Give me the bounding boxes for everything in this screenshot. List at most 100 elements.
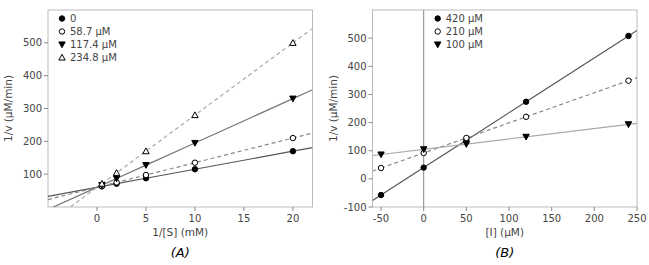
x-tick-label: 5 (143, 213, 149, 224)
y-tick-label: 400 (23, 70, 42, 81)
markers (99, 40, 296, 189)
legend-label: 210 μM (446, 26, 483, 37)
data-point (113, 170, 119, 176)
x-axis-label: [I] (μM) (485, 226, 524, 238)
legend-marker (59, 54, 65, 60)
x-tick-label: 0 (421, 213, 427, 224)
data-point (626, 33, 631, 38)
x-tick (594, 207, 595, 211)
data-point (378, 192, 383, 197)
data-point (192, 160, 197, 165)
x-tick (145, 207, 146, 211)
y-tick-label: 100 (347, 145, 366, 156)
data-point (143, 148, 149, 154)
legend-label: 100 μM (446, 39, 483, 50)
y-tick (44, 108, 48, 109)
data-point (99, 180, 105, 186)
lines (373, 30, 638, 200)
panel: 051015201002003004005001/[S] (mM)1/v (μM… (2, 10, 313, 260)
data-point (290, 135, 295, 140)
data-point (523, 114, 528, 119)
y-tick (369, 207, 373, 208)
plot-frame (373, 10, 638, 207)
legend-marker (59, 29, 64, 34)
plot-area (373, 10, 638, 207)
legend-marker (434, 42, 440, 48)
data-point (463, 142, 469, 148)
data-point (523, 99, 528, 104)
y-tick-label: 300 (347, 89, 366, 100)
legend-label: 0 (70, 13, 76, 24)
x-tick (423, 207, 424, 211)
x-tick-label: -50 (373, 213, 389, 224)
x-tick-label: 250 (627, 213, 646, 224)
y-tick-label: -100 (344, 202, 367, 213)
panel-label: (A) (171, 245, 190, 260)
y-tick-label: 500 (23, 37, 42, 48)
x-tick-label: 200 (585, 213, 604, 224)
y-tick-label: 100 (23, 169, 42, 180)
legend-label: 117.4 μM (70, 39, 117, 50)
data-point (143, 172, 148, 177)
x-axis-label: 1/[S] (mM) (152, 226, 208, 238)
x-tick-label: 0 (94, 213, 100, 224)
x-tick (381, 207, 382, 211)
y-tick-label: 500 (347, 33, 366, 44)
legend-label: 58.7 μM (70, 26, 110, 37)
fit-line (102, 99, 293, 185)
x-tick (551, 207, 552, 211)
fit-line (102, 43, 293, 184)
data-point (420, 147, 426, 153)
data-point (113, 176, 119, 182)
data-point (290, 40, 296, 46)
x-tick-label: 50 (460, 213, 473, 224)
x-tick-label: 150 (542, 213, 561, 224)
x-tick-label: 20 (287, 213, 300, 224)
y-tick (44, 141, 48, 142)
y-tick (369, 66, 373, 67)
data-point (625, 122, 631, 128)
y-tick-label: 0 (360, 173, 366, 184)
legend-label: 234.8 μM (70, 52, 117, 63)
x-tick-label: 15 (238, 213, 251, 224)
y-tick (369, 150, 373, 151)
y-tick-label: 200 (347, 117, 366, 128)
data-point (464, 135, 469, 140)
data-point (626, 78, 631, 83)
lines (48, 28, 313, 207)
legend-marker (59, 42, 65, 48)
x-tick-label: 100 (499, 213, 518, 224)
data-point (378, 165, 383, 170)
y-tick (44, 42, 48, 43)
fit-line (381, 124, 628, 154)
data-point (192, 140, 198, 146)
data-point (192, 112, 198, 118)
y-tick-label: 400 (347, 61, 366, 72)
y-tick (369, 38, 373, 39)
legend: 0 58.7 μM 117.4 μM 234.8 μM (59, 13, 117, 63)
legend-marker (435, 16, 440, 21)
legend-marker (59, 16, 64, 21)
fit-line-extension (48, 186, 102, 196)
x-tick-label: 10 (189, 213, 202, 224)
plot-frame (48, 10, 313, 207)
chart-root: 051015201002003004005001/[S] (mM)1/v (μM… (0, 0, 649, 265)
y-tick (369, 122, 373, 123)
legend-label: 420 μM (446, 13, 483, 24)
legend: 420 μM 210 μM 100 μM (434, 13, 482, 50)
data-point (143, 163, 149, 169)
reference-line (423, 10, 424, 207)
x-tick (292, 207, 293, 211)
x-tick (509, 207, 510, 211)
fit-line-extension (293, 28, 313, 42)
y-tick (44, 75, 48, 76)
data-point (290, 96, 296, 102)
y-tick-label: 200 (23, 136, 42, 147)
x-tick (637, 207, 638, 211)
x-tick (194, 207, 195, 211)
markers (378, 33, 632, 198)
fit-line (381, 36, 628, 195)
y-axis-label: 1/v (μM/min) (2, 75, 14, 142)
legend-marker (435, 29, 440, 34)
x-tick (96, 207, 97, 211)
